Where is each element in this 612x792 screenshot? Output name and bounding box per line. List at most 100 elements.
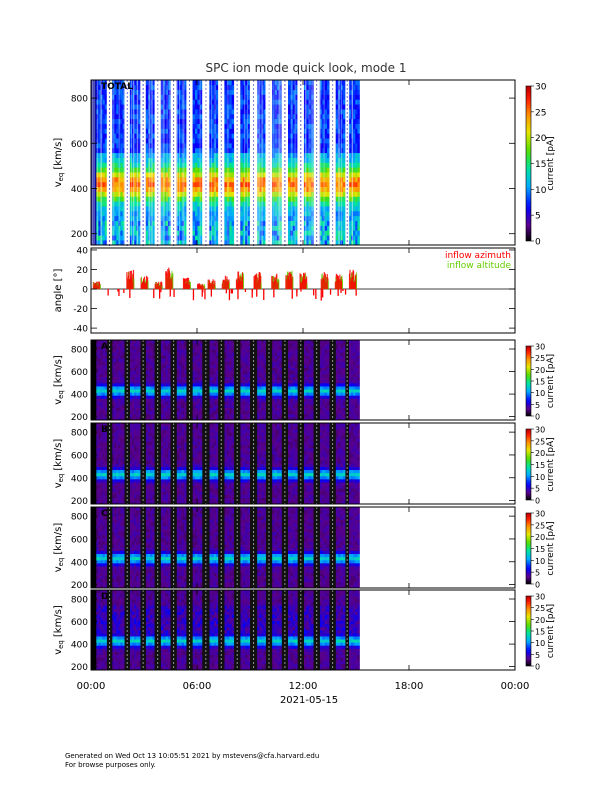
heatmap-cell [112,235,115,241]
heatmap-cell [179,395,182,399]
gap-stripe [173,196,175,198]
heatmap-cell [181,383,185,387]
heatmap-cell [340,143,344,149]
heatmap-cell [355,196,358,202]
heatmap-cell [224,235,228,241]
heatmap-cell [129,380,133,384]
heatmap-cell [168,191,171,197]
heatmap-cell [100,352,103,356]
heatmap-cell [102,84,106,90]
heatmap-cell [120,346,123,350]
heatmap-cell [98,407,101,412]
heatmap-cell [147,358,151,362]
heatmap-cell [245,167,248,173]
heatmap-cell [114,147,117,154]
heatmap-cell [104,401,108,405]
dropout-line [106,80,108,245]
heatmap-cell [96,94,99,100]
heatmap-cell [98,89,101,95]
heatmap-cell [287,143,291,149]
gap-stripe [220,96,222,98]
heatmap-cell [122,373,125,378]
gap-stripe [284,224,286,226]
heatmap-cell [102,177,106,183]
heatmap-cell [181,401,185,405]
heatmap-cell [245,225,248,231]
heatmap-cell [357,104,360,110]
heatmap-cell [199,340,203,344]
heatmap-cell [213,389,217,393]
heatmap-cell [209,404,212,408]
heatmap-cell [324,138,328,144]
heatmap-cell [242,413,246,418]
heatmap-cell [150,84,153,90]
gap-stripe [157,96,159,98]
dropout-line [323,80,325,245]
heatmap-cell [242,157,246,163]
heatmap-cell [327,133,330,139]
heatmap-cell [122,358,125,362]
heatmap-cell [324,104,328,110]
gap-stripe [109,156,111,158]
heatmap-cell [147,392,151,396]
heatmap-cell [338,99,341,105]
heatmap-cell [231,404,235,408]
heatmap-cell [116,392,119,396]
heatmap-cell [160,201,164,207]
gap-stripe [205,180,207,182]
heatmap-cell [224,104,228,110]
heatmap-cell [311,157,314,163]
gap-stripe [173,80,175,82]
heatmap-cell [181,380,185,384]
gap-stripe [142,112,144,114]
gap-stripe [284,156,286,158]
gap-stripe [220,176,222,178]
heatmap-cell [224,364,228,368]
heatmap-cell [179,386,182,390]
heatmap-cell [131,162,135,168]
heatmap-cell [195,84,198,90]
heatmap-cell [342,235,346,241]
heatmap-cell [104,138,108,144]
heatmap-cell [163,162,166,168]
heatmap-cell [229,211,232,217]
heatmap-cell [287,191,291,197]
heatmap-cell [134,410,137,415]
angle-scatter [92,267,358,301]
heatmap-cell [129,99,133,105]
dropout-line [110,80,112,245]
heatmap-cell [261,118,264,124]
heatmap-cell [247,240,251,246]
heatmap-cell [176,383,180,387]
gap-stripe [188,92,190,94]
heatmap-cell [176,133,180,139]
heatmap-cell [152,220,155,226]
heatmap-cell [311,162,314,168]
heatmap-cell [122,346,125,350]
heatmap-cell [147,398,151,402]
heatmap-cell [179,346,182,350]
heatmap-cell [338,177,341,183]
heatmap-cell [229,404,232,408]
heatmap-cell [100,113,103,120]
heatmap-cell [131,147,135,154]
gap-stripe [284,200,286,202]
heatmap-cell [319,186,323,192]
heatmap-cell [279,80,283,86]
heatmap-cell [98,383,101,387]
gap-stripe [109,148,111,150]
heatmap-cell [308,211,312,217]
heatmap-cell [96,211,99,217]
heatmap-cell [181,211,185,217]
heatmap-cell [114,80,117,86]
gap-stripe [253,132,255,134]
heatmap-cell [192,220,196,226]
heatmap-cell [327,128,330,134]
heatmap-cell [179,367,182,372]
heatmap-cell [145,370,149,375]
heatmap-cell [112,89,115,95]
heatmap-cell [176,186,180,192]
heatmap-cell [192,376,196,381]
colorbar-tick-label: 10 [535,186,547,196]
heatmap-cell [229,380,232,384]
